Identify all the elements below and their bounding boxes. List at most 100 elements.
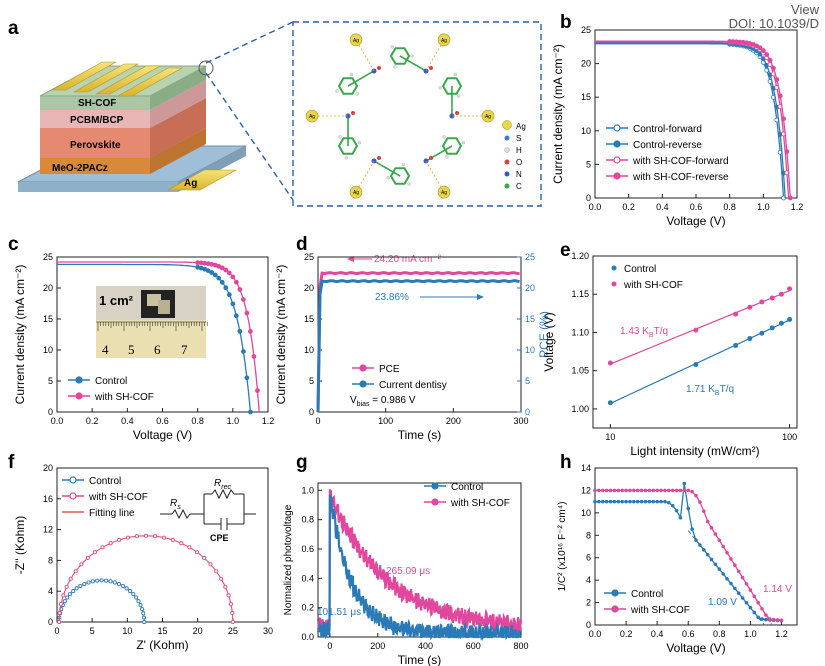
d-vbias-value: = 0.986 V (370, 395, 416, 406)
y-axis-label-b: Current density (mA cm⁻²) (551, 44, 565, 184)
panel-d-letter: d (296, 234, 308, 255)
data-point-f (57, 610, 62, 616)
panel-c-letter: c (8, 234, 19, 255)
x-axis-label-b: Voltage (V) (666, 214, 725, 228)
data-point-h (604, 488, 609, 493)
data-point-f (125, 535, 130, 540)
data-point-f (136, 599, 141, 604)
data-point-f (141, 615, 147, 620)
y2-tick-label-d: 20 (525, 283, 535, 293)
x-tick-label-h: 1.0 (744, 629, 757, 639)
ag-atom-label: Ag (309, 114, 315, 120)
x-tick-label-d: 100 (378, 416, 393, 426)
data-point-e (759, 330, 765, 336)
layer-label-meo: MeO-2PACz (52, 163, 108, 174)
legend-marker-h (611, 589, 619, 597)
x-axis-label-e: Light intensity (mW/cm²) (630, 444, 759, 458)
data-point-b (777, 93, 783, 99)
data-point-c (205, 268, 211, 274)
plot-frame-e (592, 255, 798, 429)
y2-tick-label-d: 15 (525, 314, 535, 324)
data-point-c (240, 297, 246, 302)
data-point-e (759, 299, 765, 305)
data-point-f (86, 580, 91, 585)
extrapolation-h-1 (711, 527, 773, 626)
data-point-c (216, 275, 222, 281)
h-atom (355, 92, 359, 96)
data-point-h (667, 488, 671, 493)
h-atom (438, 86, 442, 90)
data-point-h (682, 481, 687, 486)
data-point-c (244, 310, 250, 316)
x-tick-label-c: 0.8 (191, 416, 204, 426)
y-tick-label-d: 0 (309, 407, 314, 417)
data-point-h (705, 519, 710, 524)
data-point-f (108, 541, 113, 546)
e-annotation-sh: 1.43 KBT/q (620, 326, 668, 339)
data-point-h (593, 499, 597, 504)
data-point-f (58, 602, 64, 607)
data-point-c (244, 375, 250, 381)
data-point-f (117, 537, 122, 543)
data-point-h (760, 617, 764, 621)
g-annotation-ctrl: 101.51 μs (317, 607, 361, 618)
ag-atom-label: Ag (441, 190, 447, 196)
data-point-c (248, 329, 253, 334)
y-tick-label-g: 0.8 (301, 515, 314, 525)
data-point-h (620, 488, 624, 493)
data-point-e (769, 295, 775, 301)
data-point-h (612, 499, 617, 504)
data-point-b (764, 52, 770, 57)
data-point-e (733, 342, 739, 348)
data-point-f (120, 583, 125, 589)
data-point-h (686, 488, 691, 493)
panel-a-letter: a (8, 18, 19, 39)
legend-marker-b (613, 140, 621, 148)
panel-g-letter: g (296, 452, 308, 473)
data-point-f (223, 584, 228, 589)
y-tick-label-e: 1.15 (571, 289, 589, 299)
view-link[interactable]: View (791, 2, 819, 17)
data-point-e (778, 291, 784, 297)
x-tick-label-f: 30 (263, 626, 273, 636)
y-tick-label-g: 0.6 (301, 544, 314, 554)
circuit-cpe: CPE (210, 533, 229, 543)
data-point-h (764, 617, 768, 622)
x-axis-label-g: Time (s) (398, 653, 442, 666)
x-tick-label-h: 0.0 (589, 629, 602, 639)
x-tick-label-f: 25 (228, 626, 238, 636)
x-axis-label-c: Voltage (V) (133, 428, 192, 442)
y-tick-label-h: 10 (581, 508, 591, 518)
data-point-h (674, 508, 679, 513)
benzene-ring (389, 167, 411, 185)
x-tick-label-f: 0 (54, 626, 59, 636)
benzene-ring (441, 137, 463, 155)
device-photo-inset (96, 286, 206, 358)
chart-b: b 0.0 0.2 0.4 0.6 0.8 1.0 1.2 0 5 10 15 20 25 Voltage … (551, 12, 803, 228)
d-vbias: Vbias = 0.986 V (350, 395, 416, 408)
data-point-f (153, 534, 158, 539)
y-tick-label-e: 1.00 (571, 404, 589, 414)
data-point-b (781, 116, 786, 122)
legend-marker-h (611, 605, 619, 613)
x-tick-label-b: 0.6 (690, 202, 703, 212)
data-point-e (787, 316, 793, 322)
data-point-f (90, 579, 95, 584)
y2-tick-label-d: 0 (525, 407, 530, 417)
data-point-e (778, 320, 784, 326)
legend-label-e: Control (624, 264, 656, 275)
layer-label-ag: Ag (184, 178, 197, 189)
y2-axis-label-d: PCE (%) (537, 311, 551, 358)
h-atom (344, 156, 348, 160)
o-atom (455, 111, 459, 115)
ruler-number-4: 4 (102, 342, 109, 357)
x-tick-label-f: 10 (122, 626, 132, 636)
x-tick-label-g: 200 (370, 641, 385, 651)
data-point-h (694, 493, 698, 498)
data-point-f (124, 586, 129, 591)
o-atom (351, 111, 355, 115)
data-point-f (219, 576, 224, 581)
circuit-rrec: Rrec (214, 478, 231, 491)
x-tick-label-c: 0.0 (51, 416, 64, 426)
data-point-f (92, 550, 97, 555)
